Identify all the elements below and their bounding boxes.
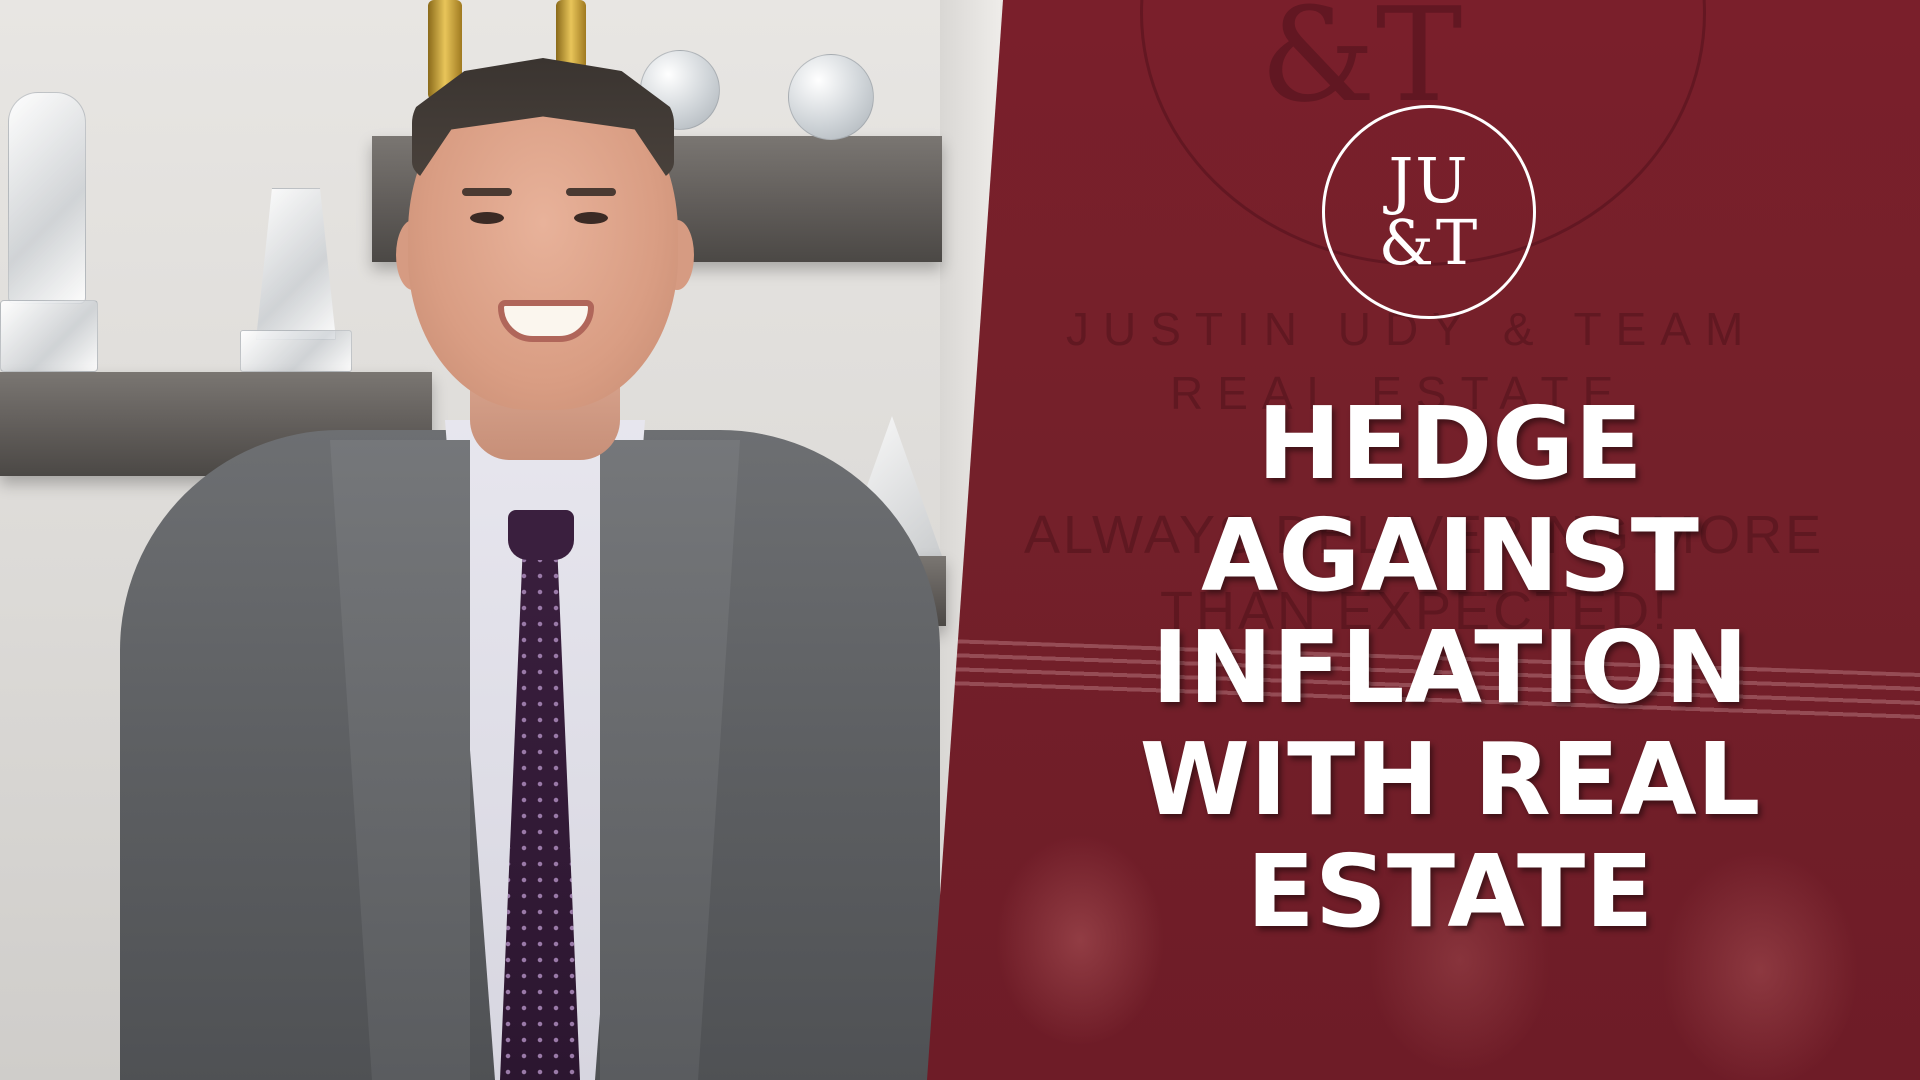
- tie-knot: [508, 510, 574, 560]
- title-line: WITH REAL: [1139, 721, 1761, 838]
- crystal-cup-award: [8, 92, 86, 304]
- eye: [574, 212, 608, 224]
- title-line: INFLATION: [1151, 609, 1749, 726]
- logo-text-line: &T: [1378, 206, 1480, 279]
- ghost-company-subtitle: REAL ESTATE: [1170, 367, 1628, 419]
- title-line: ESTATE: [1246, 833, 1654, 950]
- crystal-obelisk-award: [256, 188, 336, 340]
- brand-logo: JU &T: [1322, 105, 1536, 319]
- award-base: [0, 300, 98, 372]
- eyebrow: [566, 188, 616, 196]
- ghost-slogan: THAN EXPECTED!: [1160, 581, 1671, 641]
- ghost-monogram: &T: [1260, 0, 1463, 131]
- smile: [498, 300, 594, 342]
- title-line: HEDGE: [1257, 385, 1643, 502]
- ghost-slogan: ALWAYS DELIVERING MORE: [1024, 505, 1825, 565]
- eye: [470, 212, 504, 224]
- gold-trophy: [556, 0, 586, 70]
- eyebrow: [462, 188, 512, 196]
- logo-text-line: JU: [1388, 144, 1470, 217]
- ghost-family-photo: [940, 730, 1920, 1080]
- crystal-globe-award: [788, 54, 874, 140]
- title-line: AGAINST: [1201, 497, 1699, 614]
- video-title: HEDGE AGAINST INFLATION WITH REAL ESTATE: [1060, 388, 1840, 948]
- award-base: [240, 330, 352, 372]
